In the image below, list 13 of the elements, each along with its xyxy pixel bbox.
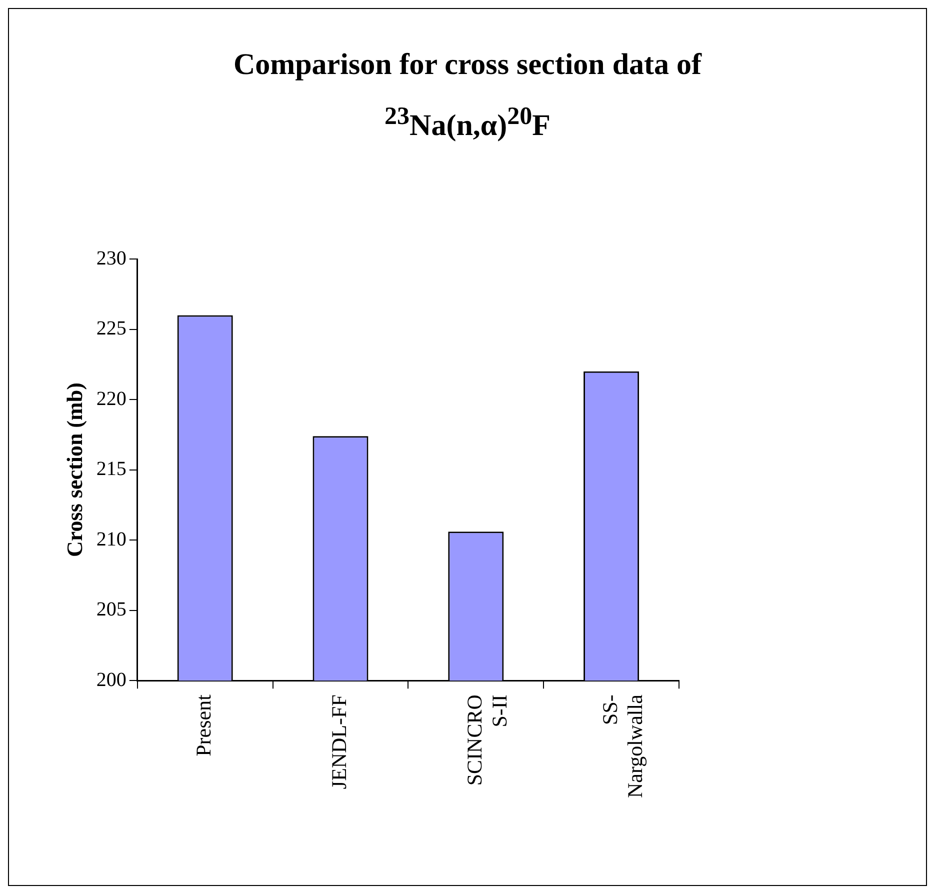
- x-tick-label: JENDL-FF: [327, 694, 352, 790]
- y-tick-label: 205: [96, 598, 126, 621]
- x-tick-label: SCINCRO S-II: [462, 694, 512, 786]
- x-tick-label: Present: [192, 694, 216, 756]
- x-tick-label: SS- Nargolwalla: [598, 694, 648, 798]
- y-tick-label: 215: [96, 458, 126, 480]
- y-axis-title: Cross section (mb): [62, 382, 87, 557]
- y-tick-label: 200: [96, 668, 126, 691]
- chart-title: Comparison for cross section data of $^{23}$Na(n,α)$^{20}$F: [232, 47, 703, 144]
- y-tick-label: 210: [96, 528, 126, 550]
- y-tick-label: 220: [96, 388, 126, 410]
- y-tick-label: 225: [96, 318, 126, 340]
- y-tick-label: 230: [96, 247, 126, 270]
